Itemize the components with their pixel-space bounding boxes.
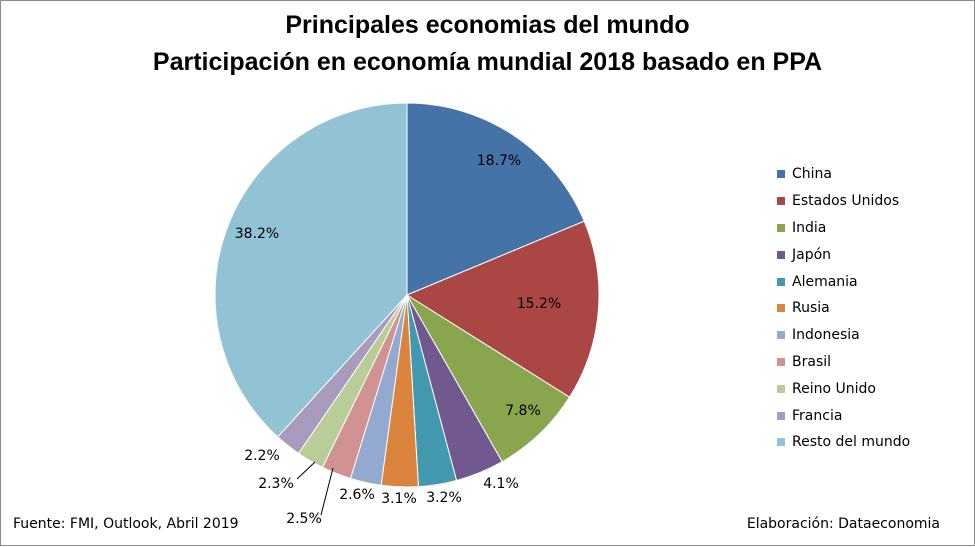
data-label-brasil: 2.5% xyxy=(286,511,322,527)
chart-subtitle: Participación en economía mundial 2018 b… xyxy=(152,48,823,76)
legend-label: Reino Unido xyxy=(792,380,876,397)
legend-item-estados-unidos: Estados Unidos xyxy=(777,188,967,215)
legend-item-brasil: Brasil xyxy=(777,349,967,376)
legend-item-francia: Francia xyxy=(777,402,967,429)
data-label-indonesia: 2.6% xyxy=(339,487,375,503)
data-label-alemania: 3.2% xyxy=(426,490,462,506)
legend-item-indonesia: Indonesia xyxy=(777,322,967,349)
legend-item-japon: Japón xyxy=(777,241,967,268)
legend-swatch xyxy=(777,331,785,340)
legend-label: Resto del mundo xyxy=(792,434,911,451)
credit-note: Elaboración: Dataeconomia xyxy=(746,516,940,532)
data-label-india: 7.8% xyxy=(505,403,541,419)
leader-line-brasil xyxy=(320,467,334,516)
legend-item-china: China xyxy=(777,161,967,188)
pie-slice-china xyxy=(406,102,585,296)
legend-swatch xyxy=(777,223,785,232)
data-label-resto-del-mundo: 38.2% xyxy=(235,226,279,242)
legend-label: Indonesia xyxy=(792,327,860,344)
source-note: Fuente: FMI, Outlook, Abril 2019 xyxy=(13,516,239,532)
legend-swatch xyxy=(777,304,785,313)
legend-label: India xyxy=(792,219,827,236)
legend-item-rusia: Rusia xyxy=(777,295,967,322)
legend-label: Rusia xyxy=(792,300,830,317)
data-label-reino-unido: 2.3% xyxy=(258,476,294,492)
legend-label: China xyxy=(792,166,832,183)
legend-swatch xyxy=(777,357,785,366)
pie-slice-resto-del-mundo xyxy=(214,102,408,438)
legend-label: Japón xyxy=(792,246,832,263)
leader-line-reino-unido xyxy=(296,461,316,480)
legend-label: Francia xyxy=(792,407,843,424)
legend-item-alemania: Alemania xyxy=(777,268,967,295)
data-label-china: 18.7% xyxy=(477,153,521,169)
legend-swatch xyxy=(777,170,785,179)
data-label-estados-unidos: 15.2% xyxy=(517,296,561,312)
legend-item-resto-del-mundo: Resto del mundo xyxy=(777,429,967,456)
legend-swatch xyxy=(777,277,785,286)
legend-label: Brasil xyxy=(792,353,832,370)
legend-label: Alemania xyxy=(792,273,858,290)
data-label-rusia: 3.1% xyxy=(381,491,417,507)
legend-swatch xyxy=(777,197,785,206)
chart-title: Principales economias del mundo xyxy=(285,11,690,39)
data-label-japon: 4.1% xyxy=(483,476,519,492)
legend-swatch xyxy=(777,438,785,447)
pie-slice-estados-unidos xyxy=(405,220,600,398)
legend-label: Estados Unidos xyxy=(792,193,900,210)
legend-item-india: India xyxy=(777,215,967,242)
legend-item-reino-unido: Reino Unido xyxy=(777,375,967,402)
legend-swatch xyxy=(777,384,785,393)
legend-swatch xyxy=(777,411,785,420)
chart-legend: China Estados Unidos India Japón Alemania Rus… xyxy=(777,161,967,456)
data-label-francia: 2.2% xyxy=(244,448,280,464)
pie-slice-india xyxy=(406,294,571,463)
chart-title-block: Principales economias del mundo Particip… xyxy=(1,7,974,81)
legend-swatch xyxy=(777,250,785,259)
